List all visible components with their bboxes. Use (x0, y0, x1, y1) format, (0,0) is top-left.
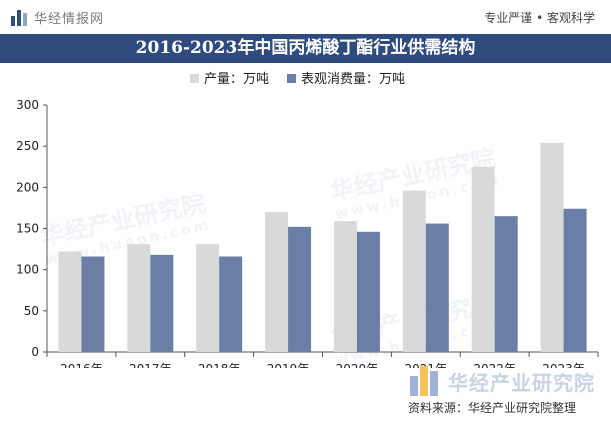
bar-consumption (563, 208, 587, 352)
bar-production (196, 244, 220, 352)
bar-production (471, 166, 495, 352)
bar-production (333, 221, 357, 352)
bar-consumption (288, 226, 312, 352)
legend-label: 表观消费量：万吨 (301, 72, 405, 87)
bar-consumption (425, 223, 449, 352)
x-tick-label: 2017年 (129, 362, 172, 368)
x-tick-label: 2016年 (60, 362, 103, 368)
y-tick-label: 200 (16, 180, 39, 194)
bar-consumption (494, 216, 518, 352)
x-tick-label: 2018年 (198, 362, 241, 368)
bar-consumption (81, 256, 105, 352)
x-tick-label: 2023年 (542, 362, 585, 368)
source-note: 资料来源：华经产业研究院整理 (408, 401, 577, 415)
y-tick-label: 0 (31, 345, 39, 359)
top-bar: 华经情报网 专业严谨 • 客观科学 (0, 0, 611, 34)
bars (58, 142, 587, 352)
bar-production (265, 212, 289, 352)
bar-consumption (219, 256, 243, 352)
y-tick-label: 50 (24, 304, 39, 318)
bar-chart: 产量：万吨 表观消费量：万吨 0 50 100 150 200 250 300 2016年 20… (16, 72, 599, 368)
legend-swatch (287, 74, 296, 83)
y-tick-label: 150 (16, 222, 39, 236)
footer-logo-text: 华经产业研究院 (448, 370, 595, 395)
brand: 华经情报网 (10, 8, 104, 27)
footer-logo: 华经产业研究院 (410, 366, 595, 396)
bar-consumption (150, 254, 174, 352)
y-tick-label: 250 (16, 139, 39, 153)
y-tick-label: 100 (16, 263, 39, 277)
bar-production (58, 251, 82, 352)
brand-name: 华经情报网 (34, 12, 105, 27)
slogan: 专业严谨 • 客观科学 (484, 11, 595, 25)
x-tick-label: 2020年 (336, 362, 379, 368)
y-axis: 0 50 100 150 200 250 300 (16, 98, 48, 359)
bar-consumption (356, 231, 380, 352)
legend-label: 产量：万吨 (204, 72, 269, 87)
chart-title: 2016-2023年中国丙烯酸丁酯行业供需结构 (0, 34, 611, 63)
bar-production (402, 190, 426, 352)
bar-chart-logo-icon (410, 366, 440, 396)
bar-production (540, 142, 564, 352)
legend-swatch (190, 74, 199, 83)
bar-chart-logo-icon (10, 9, 28, 26)
y-tick-label: 300 (16, 98, 39, 112)
x-tick-label: 2022年 (473, 362, 516, 368)
bar-production (127, 244, 151, 352)
x-tick-label: 2019年 (267, 362, 310, 368)
x-tick-label: 2021年 (405, 362, 448, 368)
legend: 产量：万吨 表观消费量：万吨 (190, 72, 405, 87)
